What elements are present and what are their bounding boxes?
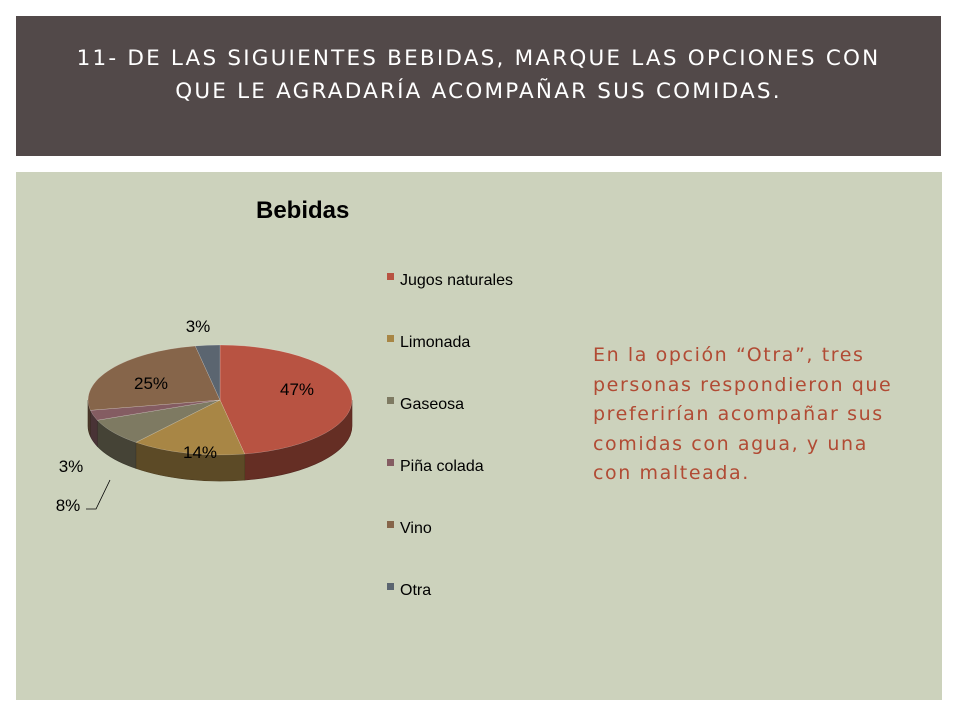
pie-data-label-2: 8% — [56, 496, 81, 515]
pie-leader-2 — [86, 479, 111, 510]
pie-slice-0 — [219, 344, 353, 455]
pie-tops — [87, 344, 353, 456]
pie-slice-4 — [87, 345, 221, 411]
legend-label-4: Vino — [400, 520, 432, 537]
note-text: En la opción “Otra”, tres personas respo… — [593, 344, 893, 484]
legend-label-3: Piña colada — [400, 458, 484, 475]
legend-label-5: Otra — [400, 582, 431, 599]
pie-slice-2 — [96, 399, 221, 443]
pie-slice-3 — [89, 399, 221, 421]
pie-data-label-1: 14% — [183, 443, 217, 462]
pie-slice-5 — [194, 344, 221, 401]
legend: Jugos naturales Limonada Gaseosa Piña colad… — [387, 272, 513, 599]
legend-swatch-2 — [387, 397, 394, 404]
pie-labels: 47% 14% 8% 3% 25% 3% — [56, 317, 314, 515]
pie-slice-1 — [135, 399, 246, 456]
chart-title: Bebidas — [256, 197, 349, 224]
pie-data-label-3: 3% — [59, 457, 84, 476]
pie-data-label-4: 25% — [134, 374, 168, 393]
pie-data-label-5: 3% — [186, 317, 211, 336]
legend-swatch-5 — [387, 583, 394, 590]
legend-label-0: Jugos naturales — [400, 272, 513, 289]
legend-swatch-3 — [387, 459, 394, 466]
slide-title: 11- De las siguientes bebidas, marque la… — [76, 46, 881, 104]
legend-swatch-1 — [387, 335, 394, 342]
pie-data-label-0: 47% — [280, 380, 314, 399]
pie-sides — [87, 399, 353, 482]
legend-swatch-0 — [387, 273, 394, 280]
legend-label-2: Gaseosa — [400, 396, 464, 413]
title-bar: 11- De las siguientes bebidas, marque la… — [16, 16, 941, 156]
legend-label-1: Limonada — [400, 334, 470, 351]
legend-swatch-4 — [387, 521, 394, 528]
